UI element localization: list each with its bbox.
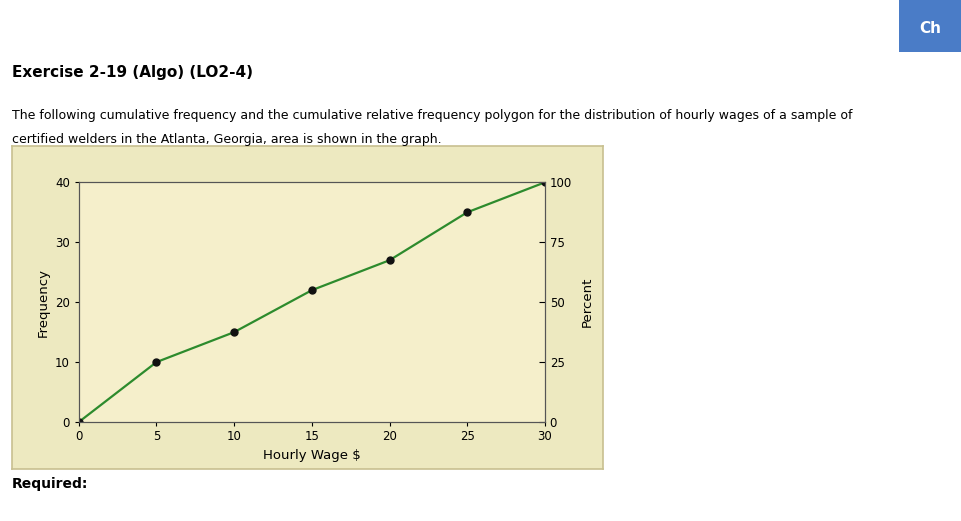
Y-axis label: Percent: Percent: [580, 277, 593, 327]
Text: Ch: Ch: [919, 21, 941, 36]
Text: certified welders in the Atlanta, Georgia, area is shown in the graph.: certified welders in the Atlanta, Georgi…: [12, 133, 441, 146]
Text: Required:: Required:: [12, 477, 87, 491]
X-axis label: Hourly Wage $: Hourly Wage $: [263, 449, 360, 462]
Y-axis label: Frequency: Frequency: [37, 268, 49, 337]
Text: The following cumulative frequency and the cumulative relative frequency polygon: The following cumulative frequency and t…: [12, 109, 852, 122]
Text: Exercise 2-19 (Algo) (LO2-4): Exercise 2-19 (Algo) (LO2-4): [12, 65, 253, 80]
